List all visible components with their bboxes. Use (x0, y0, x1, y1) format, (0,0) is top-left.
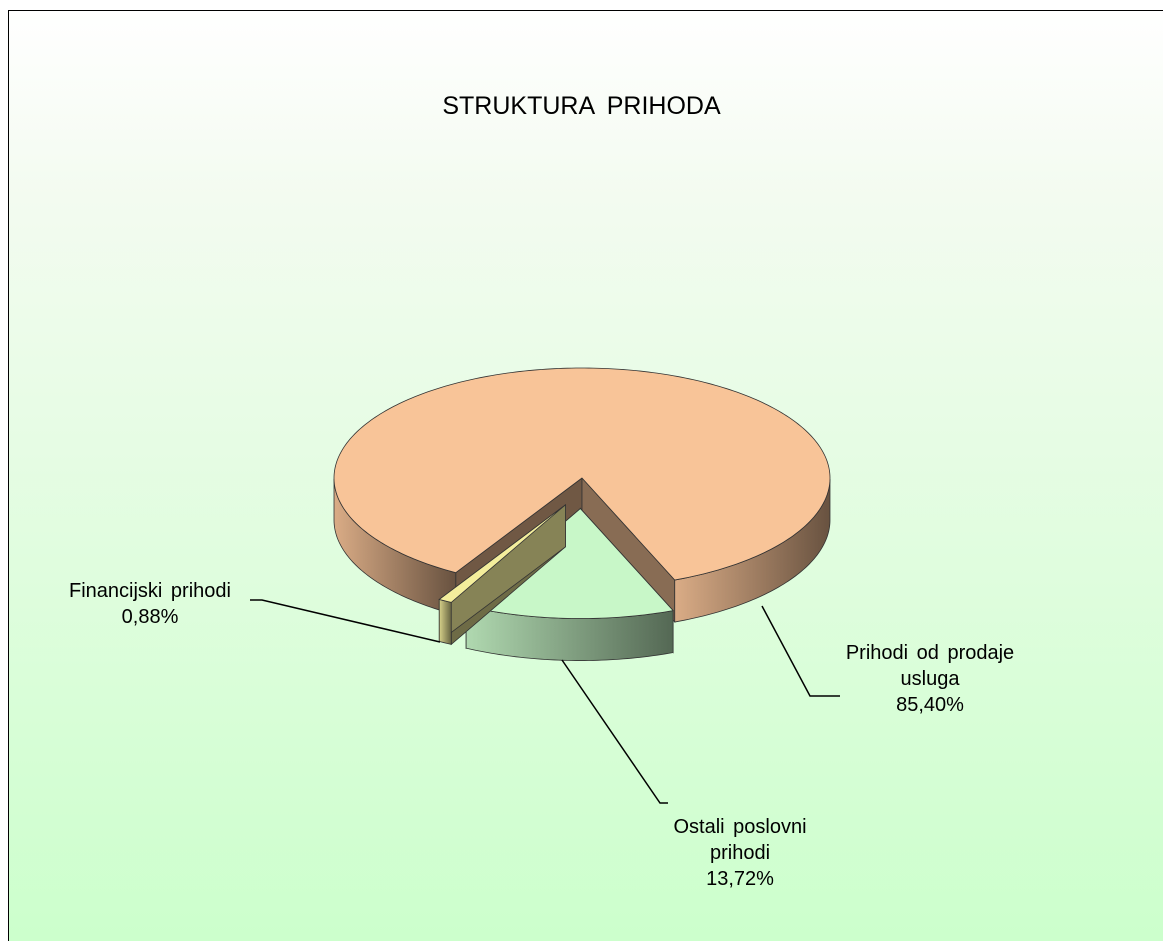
slice (333, 367, 831, 581)
pie (333, 367, 831, 661)
category-label: Financijski prihodi (69, 580, 231, 602)
slice-side (438, 598, 452, 645)
value-label: 85,40% (896, 694, 964, 716)
slice-label: Ostali poslovni prihodi 13,72% (660, 814, 820, 892)
value-label: 0,88% (121, 606, 179, 628)
category-label: Ostali poslovni prihodi (673, 816, 807, 864)
chart-title: STRUKTURA PRIHODA (442, 92, 721, 120)
value-label: 13,72% (706, 868, 774, 890)
leader-line (561, 659, 668, 804)
slice (465, 508, 674, 619)
category-label: Prihodi od prodaje usluga (845, 642, 1015, 690)
slice (438, 504, 566, 603)
leader-line (250, 599, 441, 643)
slice-label: Prihodi od prodaje usluga 85,40% (820, 640, 1040, 718)
leader-lines (250, 599, 840, 804)
leader-line (761, 605, 840, 697)
slice-label: Financijski prihodi 0,88% (30, 578, 270, 630)
